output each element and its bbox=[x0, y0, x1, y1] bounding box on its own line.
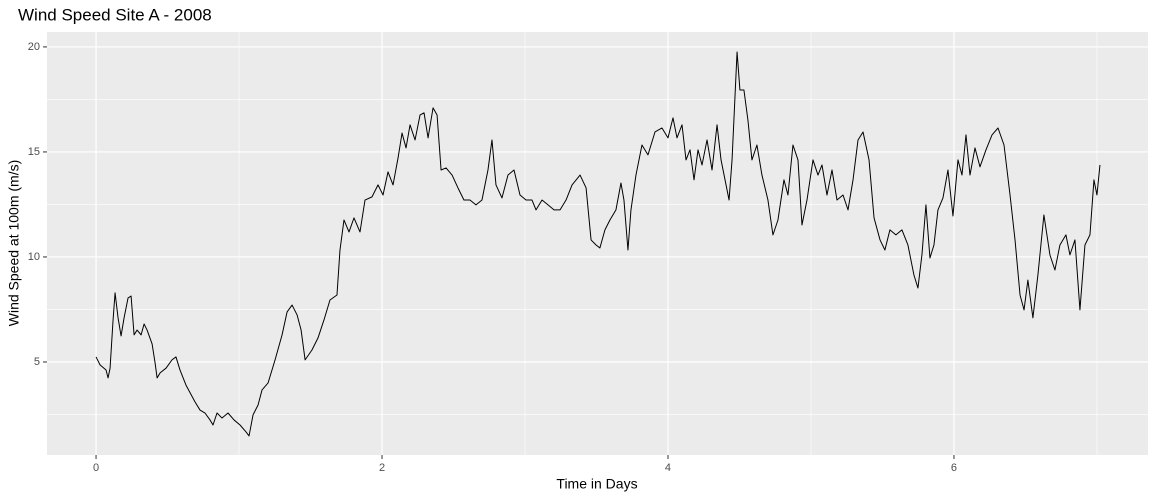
y-tick-label: 10 bbox=[28, 251, 40, 263]
y-tick-label: 5 bbox=[34, 356, 40, 368]
x-tick-label: 6 bbox=[951, 462, 957, 474]
chart-title: Wind Speed Site A - 2008 bbox=[18, 5, 212, 24]
y-tick-label: 15 bbox=[28, 146, 40, 158]
y-axis-title: Wind Speed at 100m (m/s) bbox=[6, 160, 22, 327]
x-axis-title: Time in Days bbox=[556, 476, 637, 492]
data-line bbox=[95, 51, 1101, 437]
x-tick-label: 0 bbox=[93, 462, 99, 474]
x-tick-label: 2 bbox=[379, 462, 385, 474]
plot-panel bbox=[47, 32, 1148, 455]
x-tick-label: 4 bbox=[665, 462, 671, 474]
y-tick-label: 20 bbox=[28, 41, 40, 53]
